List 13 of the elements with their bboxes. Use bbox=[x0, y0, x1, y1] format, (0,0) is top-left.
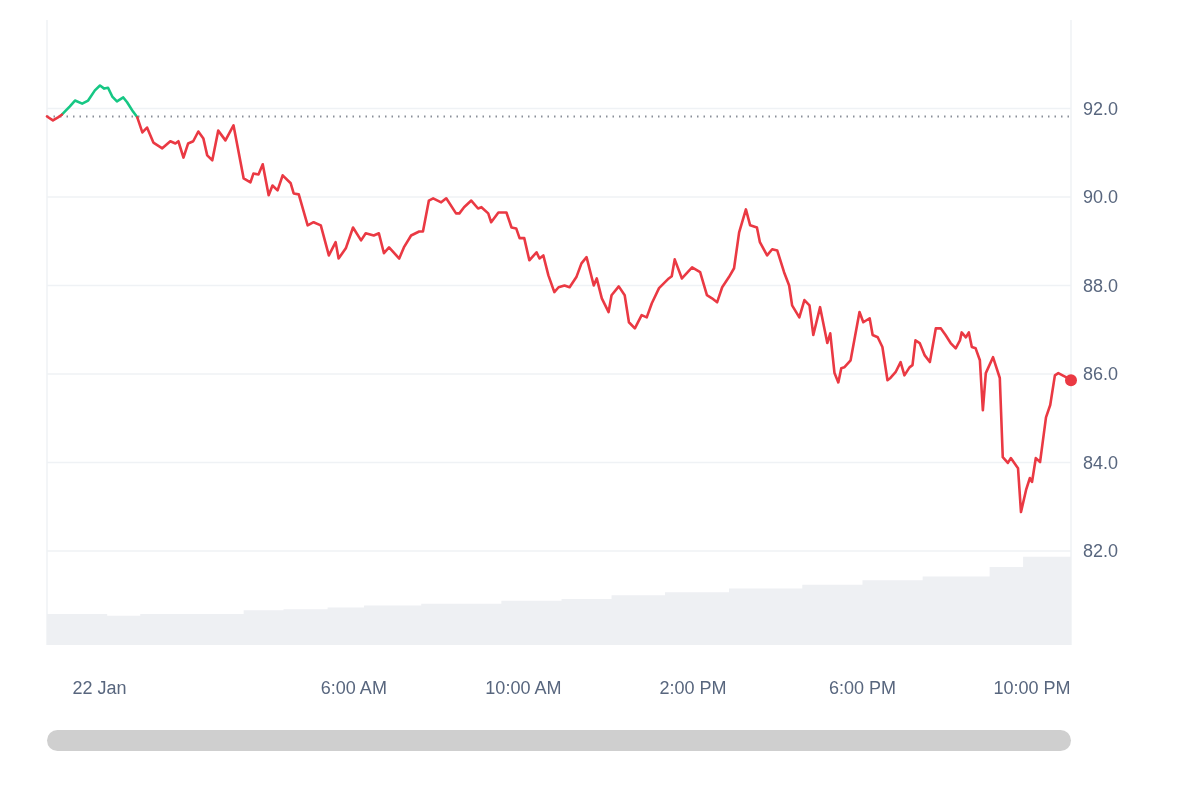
y-tick-label: 88.0 bbox=[1083, 275, 1119, 296]
y-tick-label: 84.0 bbox=[1083, 452, 1119, 473]
x-tick-label: 6:00 PM bbox=[828, 678, 896, 698]
y-tick-label: 86.0 bbox=[1083, 364, 1119, 385]
x-tick-label: 2:00 PM bbox=[659, 678, 727, 698]
y-tick-label: 82.0 bbox=[1083, 541, 1119, 562]
x-tick-label: 10:00 PM bbox=[993, 678, 1071, 698]
y-tick-label: 90.0 bbox=[1083, 187, 1119, 208]
line-series bbox=[60, 84, 139, 119]
x-tick-label: 6:00 AM bbox=[320, 678, 387, 698]
x-tick-label: 22 Jan bbox=[72, 678, 127, 698]
x-tick-label: 10:00 AM bbox=[485, 678, 562, 698]
y-tick-label: 92.0 bbox=[1083, 98, 1119, 119]
